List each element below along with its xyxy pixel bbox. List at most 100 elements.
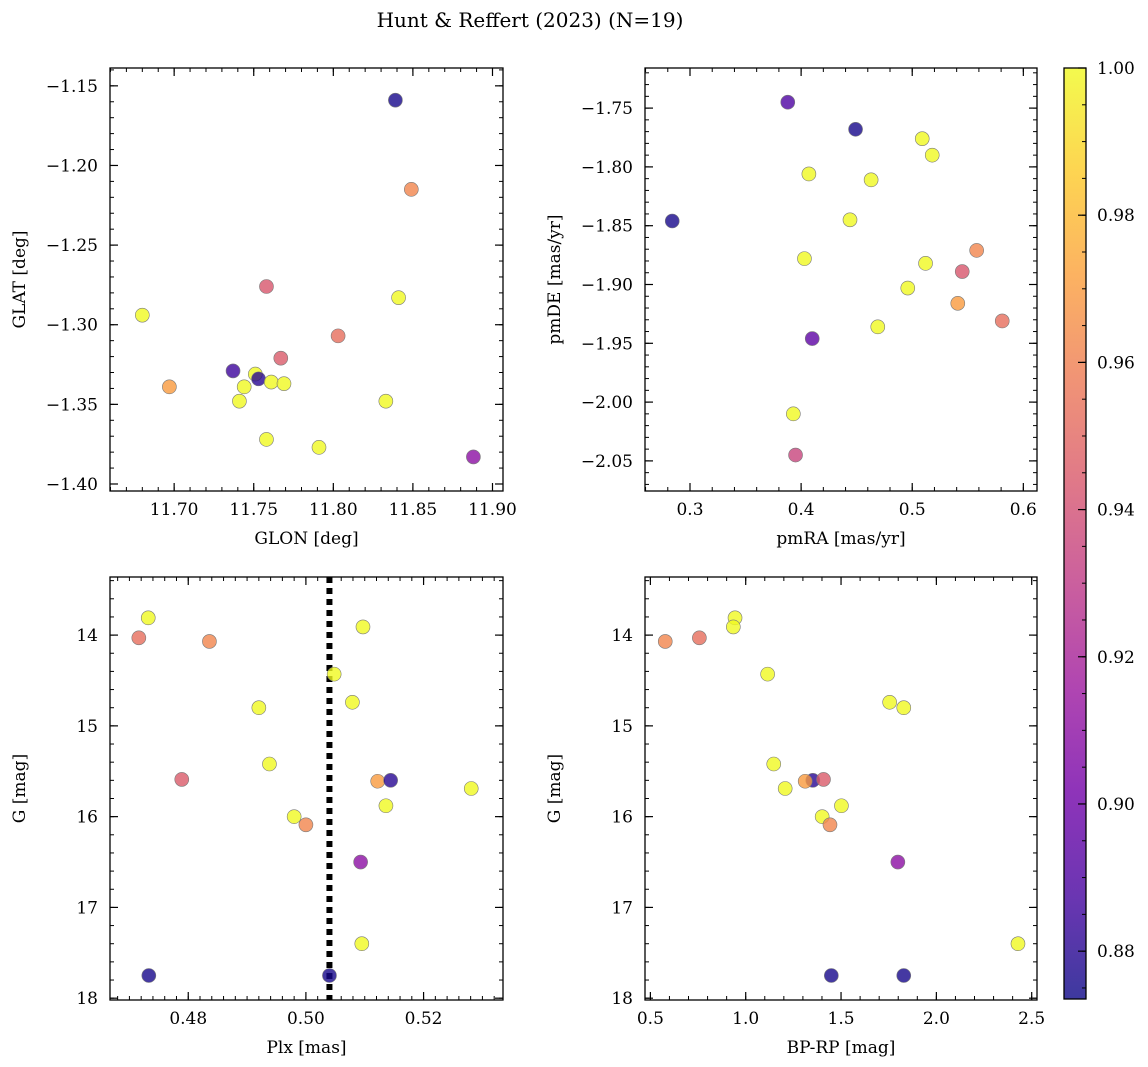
scatter-point: [882, 694, 897, 710]
scatter-point: [276, 376, 292, 391]
x-axis-label: GLON [deg]: [254, 529, 358, 549]
x-tick-label: 0.4: [788, 500, 815, 520]
scatter-point: [726, 619, 741, 635]
y-tick-label: −1.80: [581, 158, 633, 178]
y-axis-label: G [mag]: [545, 754, 565, 823]
y-tick-label: −1.15: [46, 77, 98, 97]
colorbar-tick-label: 0.92: [1097, 648, 1135, 668]
y-axis-label: G [mag]: [10, 754, 30, 823]
scatter-point: [896, 700, 912, 716]
scatter-point: [801, 166, 817, 182]
y-tick-label: −1.95: [581, 334, 633, 354]
x-tick-label: 11.75: [229, 500, 278, 520]
scatter-point: [870, 319, 886, 335]
y-tick-label: 16: [611, 808, 633, 828]
scatter-point: [345, 694, 360, 710]
y-tick-label: −1.30: [46, 316, 98, 336]
scatter-point: [969, 243, 984, 258]
x-tick-label: 11.80: [309, 500, 358, 520]
scatter-point: [322, 968, 337, 983]
scatter-point: [466, 449, 481, 465]
scatter-point: [135, 307, 150, 323]
scatter-point: [463, 781, 479, 796]
y-tick-label: −1.75: [581, 99, 633, 119]
scatter-point: [954, 264, 970, 279]
y-tick-label: 14: [611, 626, 633, 646]
scatter-point: [914, 131, 930, 146]
scatter-point: [141, 968, 157, 983]
scatter-point: [816, 772, 831, 787]
y-tick-label: −1.90: [581, 275, 633, 295]
scatter-point: [311, 440, 327, 455]
scatter-point: [273, 350, 289, 366]
panel-top-left: 11.70 11.75 11.80 11.85 11.90 −1.40 −1.35 −1.30…: [10, 67, 517, 549]
axis-ticks: [645, 577, 1037, 1000]
scatter-point: [232, 393, 247, 409]
y-tick-label: 16: [76, 808, 98, 828]
scatter-point: [863, 172, 879, 188]
panel-top-right: 0.3 0.4 0.5 0.6 −2.05 −2.00 −1.95 −1.90 −1.85 −1.…: [545, 67, 1038, 549]
colorbar-tick-label: 0.90: [1097, 795, 1135, 815]
scatter-point: [378, 798, 394, 814]
scatter-points: [135, 92, 481, 465]
x-tick-label: 0.6: [1010, 500, 1037, 520]
scatter-point: [355, 619, 371, 635]
scatter-point: [777, 781, 793, 796]
scatter-point: [286, 809, 302, 824]
scatter-point: [370, 773, 385, 789]
x-tick-label: 11.90: [468, 500, 517, 520]
scatter-point: [804, 331, 820, 346]
scatter-point: [786, 406, 801, 422]
y-tick-label: −2.00: [581, 393, 633, 413]
scatter-point: [657, 634, 673, 649]
x-tick-label: 11.85: [389, 500, 438, 520]
colorbar-tick-label: 1.00: [1097, 59, 1135, 79]
x-tick-label: 0.52: [405, 1009, 443, 1029]
scatter-point: [236, 379, 252, 395]
scatter-points: [664, 94, 1010, 463]
axis-ticks: [109, 68, 503, 491]
scatter-point: [924, 147, 940, 163]
scatter-point: [140, 610, 156, 626]
scatter-point: [848, 121, 863, 137]
axis-ticks: [645, 68, 1037, 491]
scatter-point: [788, 447, 803, 463]
scatter-point: [664, 213, 680, 229]
scatter-point: [353, 854, 368, 870]
y-tick-label: −2.05: [581, 452, 633, 472]
scatter-point: [896, 968, 912, 983]
panel-bottom-left: 0.48 0.50 0.52 14 15 16 17 18 Plx [mas] G [mag]: [10, 576, 504, 1058]
y-tick-label: 14: [76, 626, 98, 646]
x-tick-label: 2.5: [1018, 1009, 1045, 1029]
y-tick-label: −1.85: [581, 217, 633, 237]
scatter-point: [900, 280, 916, 296]
y-tick-label: 15: [76, 717, 98, 737]
figure-title: Hunt & Reffert (2023) (N=19): [377, 8, 684, 32]
scatter-point: [994, 313, 1010, 329]
y-tick-label: 17: [76, 898, 98, 918]
scatter-point: [692, 630, 707, 646]
scatter-point: [1010, 936, 1026, 952]
scatter-point: [298, 817, 314, 833]
scatter-point: [797, 773, 813, 789]
x-tick-label: 0.48: [169, 1009, 207, 1029]
scatter-point: [251, 700, 267, 716]
scatter-point: [383, 773, 398, 788]
scatter-point: [259, 432, 274, 447]
x-axis-label: pmRA [mas/yr]: [776, 529, 905, 549]
panels: 11.70 11.75 11.80 11.85 11.90 −1.40 −1.35 −1.30…: [10, 67, 1045, 1058]
scatter-point: [259, 279, 274, 294]
y-tick-label: −1.25: [46, 236, 98, 256]
x-tick-label: 1.0: [732, 1009, 759, 1029]
y-axis-label: GLAT [deg]: [10, 230, 30, 328]
y-tick-label: 18: [76, 989, 98, 1009]
scatter-point: [251, 371, 266, 387]
y-tick-label: −1.20: [46, 156, 98, 176]
scatter-point: [202, 634, 217, 649]
plot-frame: [109, 67, 504, 492]
scatter-point: [162, 379, 177, 395]
scatter-point: [822, 817, 838, 833]
x-axis-label: Plx [mas]: [266, 1038, 346, 1058]
x-axis-label: BP-RP [mag]: [787, 1038, 896, 1058]
scatter-point: [890, 854, 906, 870]
